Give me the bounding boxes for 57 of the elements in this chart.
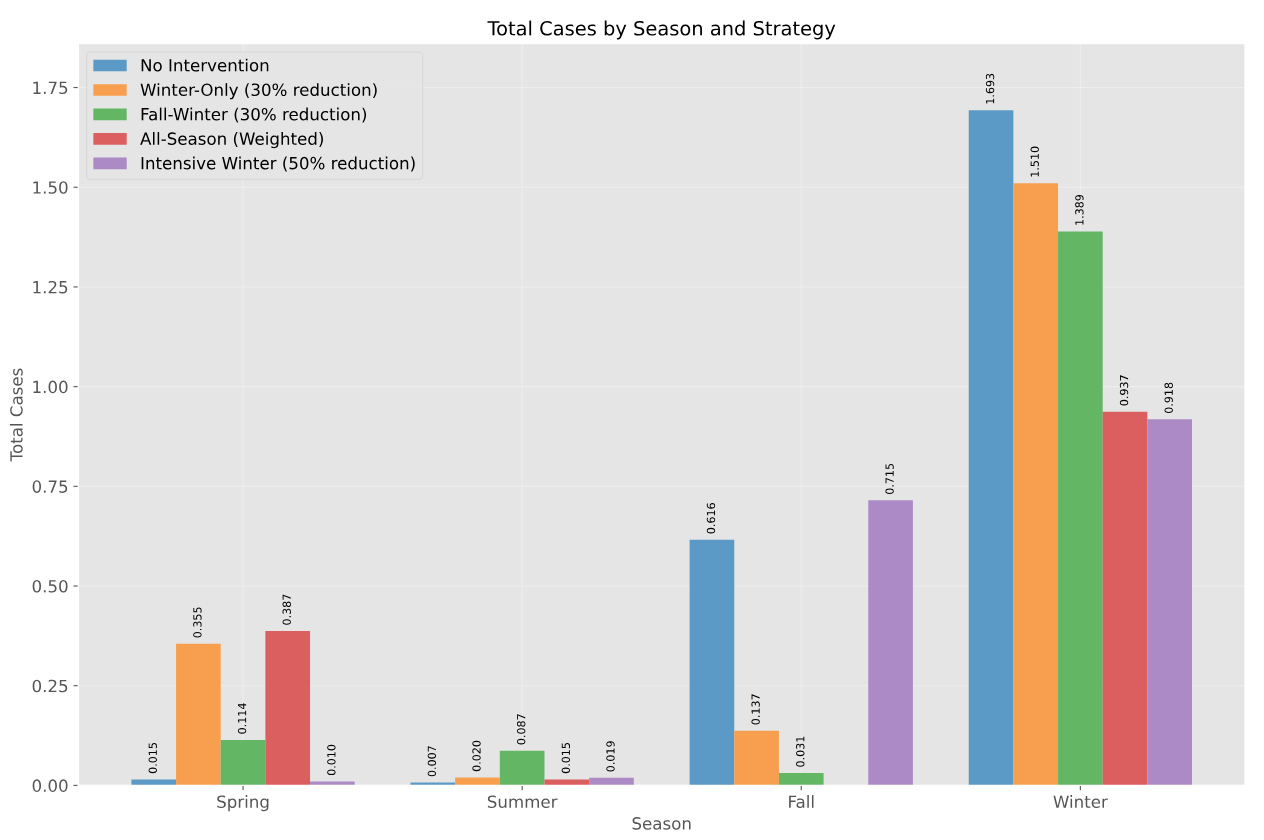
data-label: 0.007 — [427, 746, 437, 777]
data-label: 0.715 — [885, 463, 894, 494]
legend-label: All-Season (Weighted) — [140, 132, 323, 149]
bar — [734, 730, 779, 786]
y-axis-title: Total Cases — [9, 368, 23, 462]
text: 0.50 — [32, 579, 68, 593]
bar — [544, 779, 590, 786]
data-label: 0.355 — [193, 607, 202, 638]
data-label: 0.010 — [327, 744, 336, 776]
bar — [1058, 231, 1103, 786]
data-label: 0.015 — [561, 743, 571, 774]
x-tick-label: Fall — [789, 795, 814, 809]
x-axis-title: Season — [632, 817, 691, 830]
legend-label: Intensive Winter (50% reduction) — [141, 156, 415, 172]
legend-label: No Intervention — [141, 58, 269, 72]
text: 1.00 — [33, 380, 68, 394]
data-label: 0.019 — [606, 741, 615, 772]
bar — [778, 773, 824, 786]
text: 1.25 — [33, 280, 68, 294]
data-label: 0.031 — [796, 736, 805, 767]
bar — [968, 110, 1014, 786]
data-label: 1.389 — [1075, 194, 1084, 225]
bar — [689, 539, 735, 786]
data-label: 1.510 — [1030, 146, 1039, 177]
bar — [310, 781, 355, 786]
bar — [1147, 419, 1193, 786]
text: 1.50 — [33, 181, 68, 194]
bar — [131, 779, 177, 786]
text: 0.25 — [32, 679, 68, 693]
legend-label: Winter-Only (30% reduction) — [140, 83, 377, 100]
data-label: 0.616 — [706, 503, 716, 534]
x-tick-label: Winter — [1053, 795, 1108, 809]
data-label: 0.114 — [237, 703, 247, 734]
bar — [589, 777, 634, 786]
data-label: 0.387 — [282, 594, 291, 625]
bar — [1102, 411, 1148, 786]
data-label: 0.020 — [472, 740, 481, 772]
text: 0.75 — [32, 480, 68, 493]
bar — [176, 643, 221, 786]
text: 0.00 — [32, 779, 68, 792]
bar — [1013, 183, 1059, 786]
chart-title: Total Cases by Season and Strategy — [487, 20, 836, 40]
bar — [220, 739, 266, 786]
x-tick-label: Summer — [487, 795, 558, 809]
data-label: 0.087 — [516, 714, 526, 745]
bar — [455, 777, 500, 786]
data-label: 0.137 — [751, 694, 760, 725]
bar — [265, 631, 311, 786]
data-label: 0.015 — [148, 743, 157, 774]
text: 1.75 — [33, 81, 68, 95]
x-tick-label: Spring — [217, 795, 269, 812]
data-label: 1.693 — [985, 73, 995, 104]
data-label: 0.937 — [1119, 375, 1129, 406]
data-label: 0.918 — [1164, 382, 1173, 414]
legend-label: Fall-Winter (30% reduction) — [141, 107, 367, 123]
bar — [499, 750, 545, 786]
bar — [868, 500, 913, 786]
